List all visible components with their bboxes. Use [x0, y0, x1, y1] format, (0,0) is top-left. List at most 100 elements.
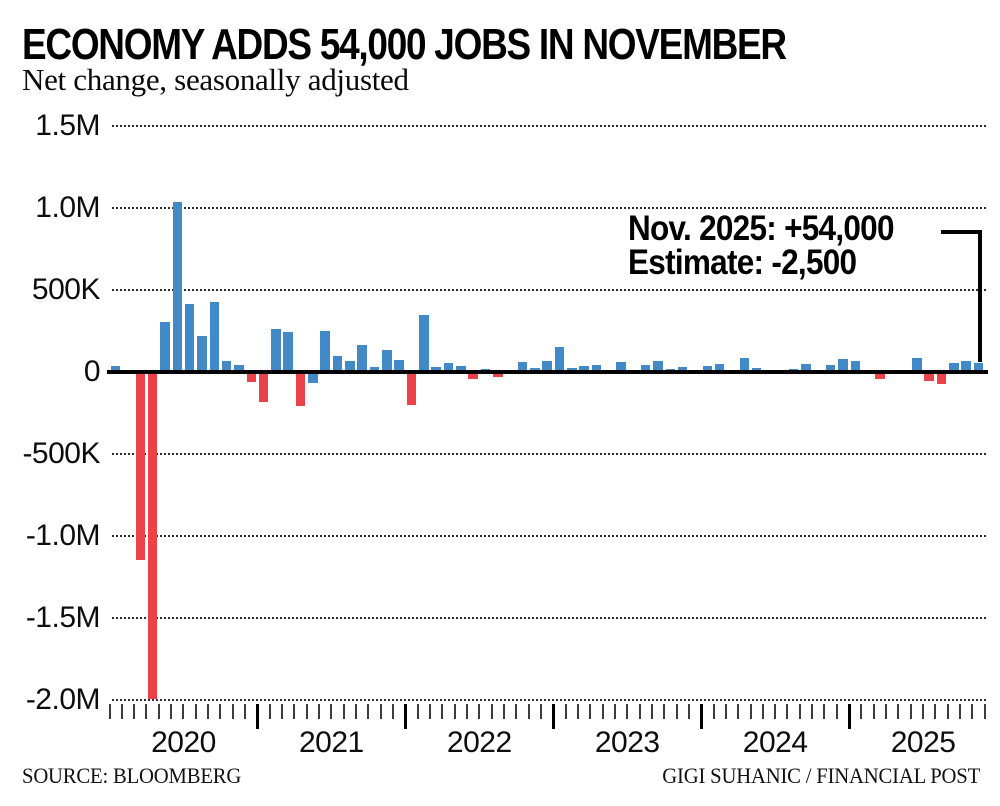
- x-axis-month-tick: [318, 704, 321, 719]
- bar-2020-12: [246, 372, 256, 382]
- x-axis-month-tick: [712, 704, 715, 719]
- bar-2023-04: [591, 365, 602, 372]
- x-axis-zero-line: [107, 370, 988, 374]
- x-axis-month-tick: [478, 704, 481, 719]
- gridline--1.5M: [112, 617, 986, 619]
- x-axis-month-tick: [108, 704, 111, 719]
- bar-2023-01: [554, 347, 565, 372]
- x-axis-month-tick: [983, 704, 986, 719]
- x-axis-month-tick: [638, 704, 641, 719]
- bar-2020-08: [197, 335, 207, 372]
- source-credit: SOURCE: BLOOMBERG: [22, 763, 242, 788]
- x-axis-year-tick: [403, 704, 407, 729]
- x-axis-month-tick: [231, 704, 234, 719]
- x-axis-month-tick: [687, 704, 690, 719]
- chart-title: ECONOMY ADDS 54,000 JOBS IN NOVEMBER: [22, 20, 787, 69]
- bar-2024-02: [714, 364, 725, 372]
- bar-2021-11: [382, 349, 392, 372]
- bar-2022-08: [493, 372, 503, 377]
- x-axis-month-tick: [872, 704, 875, 719]
- x-axis-month-tick: [650, 704, 653, 719]
- bar-2025-10: [961, 361, 971, 372]
- x-axis-year-tick: [847, 704, 851, 729]
- bar-2023-09: [653, 361, 663, 372]
- x-axis-month-tick: [527, 704, 530, 719]
- x-axis-month-tick: [774, 704, 777, 719]
- bar-2025-07: [924, 372, 934, 382]
- x-axis-month-tick: [860, 704, 863, 719]
- bar-2020-01: [110, 366, 121, 372]
- bar-2023-08: [640, 365, 651, 372]
- bar-2020-11: [234, 365, 244, 372]
- gridline-1.0M: [112, 207, 986, 209]
- bar-2025-06: [912, 358, 922, 372]
- x-axis-month-tick: [576, 704, 579, 719]
- x-axis-year-label-2021: 2021: [299, 726, 364, 759]
- bar-2021-01: [258, 372, 269, 403]
- bar-2022-02: [419, 315, 429, 372]
- x-axis-month-tick: [120, 704, 123, 719]
- gridline-500K: [112, 289, 986, 291]
- bar-2021-03: [283, 331, 293, 372]
- x-axis-month-tick: [219, 704, 222, 719]
- bar-2022-03: [431, 367, 441, 372]
- x-axis-month-tick: [959, 704, 962, 719]
- x-axis-month-tick: [601, 704, 604, 719]
- bar-2024-12: [838, 358, 848, 372]
- x-axis-month-tick: [589, 704, 592, 719]
- bar-2020-04: [147, 372, 158, 699]
- x-axis-year-tick: [255, 704, 259, 729]
- x-axis-month-tick: [182, 704, 185, 719]
- chart-subtitle: Net change, seasonally adjusted: [22, 62, 409, 97]
- bar-2021-09: [357, 344, 367, 372]
- bar-2020-07: [184, 303, 195, 372]
- y-axis-label-1.0M: 1.0M: [35, 191, 100, 224]
- bar-2025-09: [949, 362, 959, 372]
- x-axis-month-tick: [675, 704, 678, 719]
- x-axis-month-tick: [823, 704, 826, 719]
- bar-2021-08: [345, 360, 355, 372]
- bar-2022-01: [406, 372, 417, 405]
- bar-2024-01: [702, 365, 713, 372]
- x-axis-month-tick: [145, 704, 148, 719]
- callout-connector-vertical: [978, 230, 982, 362]
- author-credit: GIGI SUHANIC / FINANCIAL POST: [662, 763, 980, 788]
- x-axis-month-tick: [502, 704, 505, 719]
- x-axis-month-tick: [453, 704, 456, 719]
- x-axis-month-tick: [934, 704, 937, 719]
- y-axis-label--1.5M: -1.5M: [25, 601, 101, 634]
- y-axis-label--1.0M: -1.0M: [25, 519, 101, 552]
- callout-line2: Estimate: -2,500: [628, 243, 857, 282]
- bar-2021-05: [308, 372, 318, 383]
- bar-2020-05: [160, 321, 170, 372]
- bar-2020-10: [221, 361, 232, 372]
- bar-2024-09: [801, 364, 811, 372]
- gridline--2.0M: [112, 699, 986, 701]
- x-axis-month-tick: [342, 704, 345, 719]
- bar-2024-05: [751, 367, 762, 372]
- x-axis-month-tick: [946, 704, 949, 719]
- x-axis-month-tick: [922, 704, 925, 719]
- x-axis-month-tick: [971, 704, 974, 719]
- x-axis-month-tick: [539, 704, 542, 719]
- x-axis-year-label-2025: 2025: [890, 726, 956, 759]
- x-axis-month-tick: [724, 704, 727, 719]
- bar-2023-11: [677, 366, 688, 372]
- bar-2021-07: [332, 356, 343, 372]
- x-axis-month-tick: [268, 704, 271, 719]
- bar-2025-08: [936, 372, 947, 385]
- y-axis-label--2.0M: -2.0M: [25, 683, 101, 716]
- x-axis-month-tick: [367, 704, 370, 719]
- gridline--1.0M: [112, 535, 986, 537]
- x-axis-month-tick: [133, 704, 136, 719]
- x-axis-month-tick: [515, 704, 518, 719]
- x-axis-month-tick: [626, 704, 629, 719]
- callout-annotation: Nov. 2025: +54,000 Estimate: -2,500: [628, 211, 900, 282]
- x-axis-month-tick: [293, 704, 296, 719]
- gridline--500K: [112, 453, 986, 455]
- x-axis-month-tick: [663, 704, 666, 719]
- bar-2021-02: [271, 328, 281, 372]
- x-axis-year-label-2024: 2024: [742, 726, 808, 759]
- y-axis-label--500K: -500K: [22, 437, 100, 470]
- x-axis-month-tick: [392, 704, 395, 719]
